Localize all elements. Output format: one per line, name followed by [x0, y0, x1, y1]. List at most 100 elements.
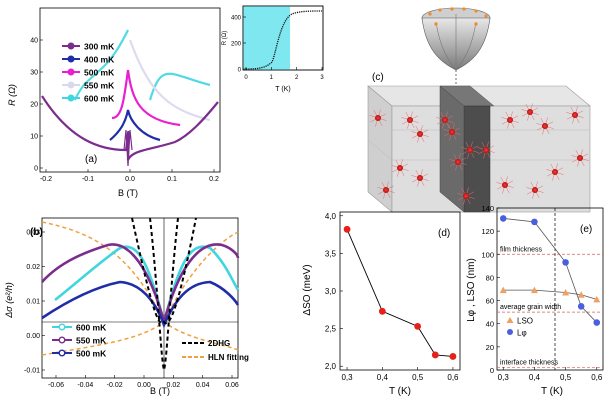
panel-d-label: (d) — [438, 228, 450, 239]
legend-marker — [67, 81, 75, 89]
curve-600mk-left — [73, 29, 129, 101]
impurity-dots — [369, 103, 589, 205]
x-tick-label: -0.1 — [82, 176, 94, 183]
data-point — [378, 307, 386, 315]
data-point-lphi — [499, 215, 507, 222]
impurity-dot — [572, 112, 578, 118]
x-tick-label: 0.06 — [225, 382, 239, 389]
data-point-lso — [530, 286, 538, 294]
curve-600mk — [148, 72, 211, 101]
y-tick-label: 120 — [481, 227, 494, 236]
x-tick-label: -0.04 — [77, 382, 93, 389]
panel-e-xticks: 0,3 0,4 0,5 0,6 — [498, 367, 603, 382]
y-tick-label: 20 — [486, 343, 494, 352]
panel-d-xticks: 0,3 0,4 0,5 0,6 — [341, 367, 459, 382]
y-tick-label: 100 — [481, 250, 494, 259]
panel-b: 0.03 0.02 0.01 0.00 -0.01 -0.06 -0.04 -0.02 0.0… — [4, 217, 249, 396]
fermi-surface-icon — [421, 7, 491, 86]
x-tick-label: 0,3 — [498, 373, 510, 382]
annotation: average grain width — [500, 304, 561, 311]
x-tick-label: 0.1 — [167, 176, 177, 183]
y-tick-label: 0.00 — [26, 333, 40, 340]
panel-e-ylabel: Lφ , LSO (nm) — [466, 258, 477, 322]
hln-fit-upper — [41, 221, 239, 324]
panel-a-frame — [39, 7, 221, 173]
impurity-dot — [502, 182, 508, 188]
y-tick-label: -0.01 — [24, 368, 40, 375]
panel-b-yticks: 0.03 0.02 0.01 0.00 -0.01 — [24, 230, 45, 375]
panel-b-legend-right: 2DHG HLN fitting — [182, 339, 249, 362]
legend-label: 500 mK — [76, 349, 107, 359]
y-tick-label: 400 — [231, 16, 242, 22]
inset-curve — [245, 10, 323, 70]
curve-550mk — [128, 39, 211, 122]
panel-b-frame — [41, 217, 239, 379]
panel-e-frame — [496, 207, 604, 371]
impurity-dot — [532, 187, 538, 193]
x-tick-label: 0.04 — [196, 382, 210, 389]
legend-label: 600 mK — [84, 94, 115, 104]
impurity-dot — [463, 193, 469, 199]
legend-marker — [506, 317, 514, 323]
panel-a-ylabel: R (Ω) — [7, 84, 17, 106]
y-tick-label: 200 — [231, 42, 242, 48]
panel-d-line — [346, 229, 453, 357]
x-tick-label: 3 — [320, 75, 324, 81]
legend-label: 550 mK — [76, 336, 107, 346]
data-point — [431, 351, 439, 359]
y-tick-label: 0 — [490, 366, 494, 375]
panel-c: (c) — [367, 7, 591, 213]
panel-b-legend-left: 600 mK 550 mK 500 mK — [52, 323, 107, 359]
panel-d: 2,0 2,5 3,0 3,5 4,0 0,3 0,4 0,5 0,6 (d) ΔSO (me… — [302, 211, 461, 397]
inset-highlight — [243, 6, 290, 70]
y-tick-label: 2,5 — [325, 325, 337, 334]
legend-marker — [67, 42, 75, 50]
legend-label: 500 mK — [84, 68, 115, 78]
panel-e-annotations: film thickness average grain width interfa… — [500, 246, 561, 366]
legend-label: 550 mK — [84, 81, 115, 91]
data-point — [449, 353, 457, 360]
legend-label: 300 mK — [84, 42, 115, 52]
y-tick-label: 0 — [34, 166, 38, 173]
y-tick-label: 0.02 — [26, 264, 40, 271]
legend-marker — [507, 329, 513, 335]
inset-yticks: 0 200 400 — [231, 16, 246, 74]
film-block — [367, 85, 591, 213]
panel-e-xlabel: T (K) — [541, 386, 563, 397]
panel-e-label: (e) — [580, 224, 592, 235]
panel-a-xlabel: B (T) — [118, 188, 138, 198]
impurity-dot — [527, 109, 533, 115]
impurity-dot — [449, 129, 455, 135]
y-tick-label: 0.03 — [26, 230, 40, 237]
impurity-dot — [467, 147, 473, 153]
panel-e-reference-lines — [497, 253, 603, 369]
panel-b-xlabel: B (T) — [150, 386, 170, 396]
x-tick-label: 0 — [244, 75, 248, 81]
impurity-dot — [397, 165, 403, 171]
legend-marker — [67, 94, 75, 102]
impurity-dot — [417, 131, 423, 137]
legend-label: 2DHG — [208, 339, 230, 348]
legend-label: Lφ — [517, 329, 527, 338]
curve-500mk — [111, 69, 181, 127]
y-tick-label: 30 — [30, 70, 38, 77]
panel-a-yticks: 0 10 20 30 40 — [30, 38, 43, 173]
panel-b-ylabel: Δσ (e²/h) — [4, 282, 14, 318]
y-tick-label: 60 — [486, 297, 494, 306]
x-tick-label: 0,5 — [560, 373, 572, 382]
y-tick-label: 2,0 — [325, 362, 337, 371]
data-point-lphi — [577, 303, 585, 310]
x-tick-label: 0.00 — [137, 382, 151, 389]
panel-d-ylabel: ΔSO (meV) — [302, 264, 313, 315]
panel-c-label: (c) — [372, 72, 384, 83]
impurity-dot — [542, 123, 548, 129]
y-tick-label: 3,0 — [325, 287, 337, 296]
inset-xlabel: T (K) — [275, 86, 290, 93]
panel-e-series — [499, 215, 601, 326]
impurity-dot — [375, 115, 381, 121]
panel-a-curves — [41, 29, 219, 167]
y-tick-label: 80 — [486, 273, 494, 282]
twodhg-fit — [131, 217, 197, 325]
